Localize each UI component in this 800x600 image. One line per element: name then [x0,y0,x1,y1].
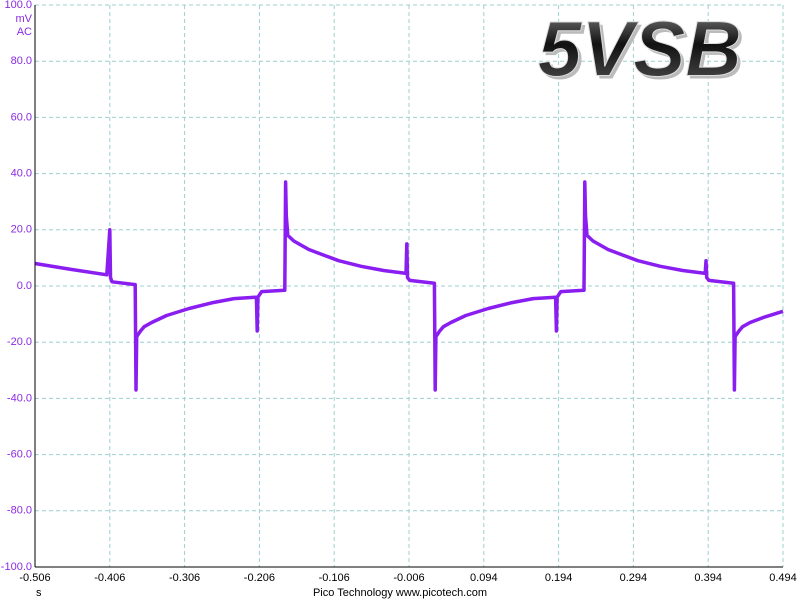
y-tick-label: 0.0 [17,280,32,292]
x-tick-label: 0.094 [470,572,498,584]
chart-title-shadow: 5VSB [541,8,745,96]
y-tick-label: -60.0 [7,449,32,461]
x-tick-label: -0.406 [94,572,125,584]
y-tick-label: 80.0 [11,55,32,67]
y-tick-label: -20.0 [7,336,32,348]
x-tick-label: -0.106 [319,572,350,584]
x-tick-label: -0.006 [393,572,424,584]
y-tick-label: -100.0 [1,561,32,573]
y-tick-label: -80.0 [7,505,32,517]
y-tick-label: 60.0 [11,111,32,123]
y-tick-label: 20.0 [11,224,32,236]
x-tick-label: 0.394 [694,572,722,584]
x-tick-label: -0.306 [169,572,200,584]
x-tick-label: 0.294 [620,572,648,584]
footer: Pico Technology www.picotech.com [313,587,487,599]
y-tick-label: -40.0 [7,392,32,404]
y-coupling: AC [17,26,32,38]
trace [34,180,784,392]
chart-title: 5VSB [538,5,742,93]
x-unit: s [36,587,42,599]
y-unit: mV [16,13,33,25]
x-tick-label: 0.494 [769,572,797,584]
y-tick-label: 40.0 [11,168,32,180]
x-tick-label: 0.194 [545,572,573,584]
y-tick-label: 100.0 [4,0,32,11]
x-tick-label: -0.506 [19,572,50,584]
x-tick-label: -0.206 [244,572,275,584]
